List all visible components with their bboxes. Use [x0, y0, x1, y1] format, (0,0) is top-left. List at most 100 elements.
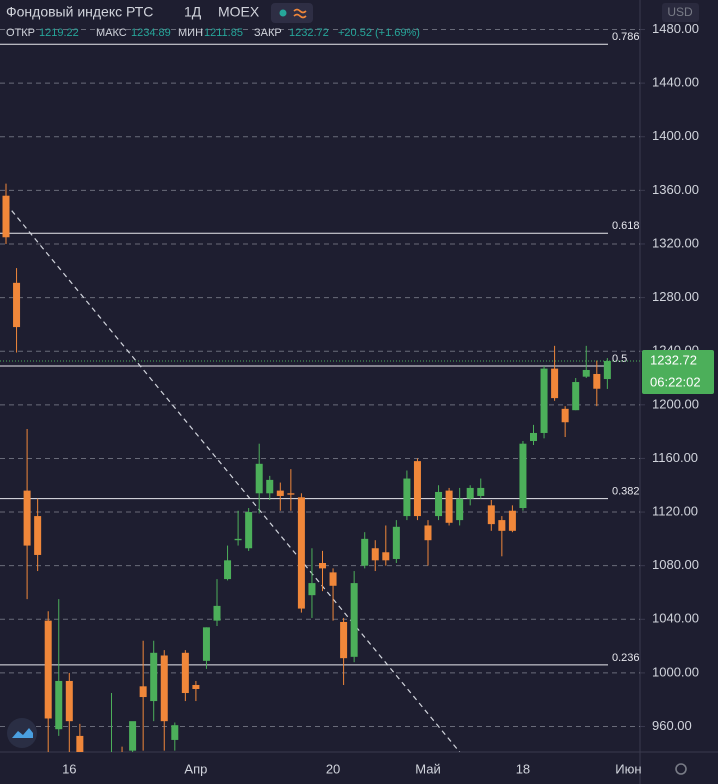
candle-body [44, 620, 52, 719]
y-tick-label: 1360.00 [652, 182, 699, 197]
candle-body [603, 360, 611, 380]
candle-body [23, 490, 31, 546]
candle-body [266, 479, 274, 494]
status-dot [279, 9, 287, 17]
candle-body [361, 538, 369, 566]
candle-body [498, 520, 506, 531]
open-label: ОТКР [6, 27, 35, 39]
y-tick-label: 1440.00 [652, 75, 699, 90]
candle-body [76, 735, 84, 752]
candle-body [403, 478, 411, 517]
low-label: МИН [178, 27, 203, 39]
candle-body [255, 463, 263, 494]
candle-body [34, 516, 42, 555]
interval: 1Д [184, 4, 202, 20]
candle-body [171, 725, 179, 740]
x-tick-label: Май [415, 761, 440, 776]
x-tick-label: 16 [62, 761, 76, 776]
candle-body [413, 461, 421, 517]
candle-body [202, 627, 210, 661]
delay-icon [293, 8, 307, 19]
x-tick-label: 20 [326, 761, 340, 776]
close-value: 1232.72 [289, 27, 329, 39]
candle-body [350, 583, 358, 657]
candle-body [487, 505, 495, 525]
candle-body [245, 512, 253, 549]
x-tick-label: 18 [516, 761, 530, 776]
candle-body [340, 621, 348, 659]
candle-body [55, 680, 63, 730]
candle-body [572, 382, 580, 411]
y-tick-label: 1400.00 [652, 128, 699, 143]
last-price-box [642, 349, 714, 394]
overlay: Фондовый индекс РТС 1Д MOEX USD ОТКР 121… [6, 3, 714, 776]
x-tick-label: Июн [615, 761, 641, 776]
candle-body [371, 548, 379, 561]
candle-body [382, 552, 390, 561]
candle-body [287, 493, 295, 495]
candle-body [150, 652, 158, 702]
y-tick-label: 1000.00 [652, 664, 699, 679]
candle-body [466, 487, 474, 499]
candle-body [582, 369, 590, 377]
candle-body [508, 510, 516, 531]
y-tick-label: 1160.00 [652, 450, 698, 465]
y-tick-label: 1040.00 [652, 611, 699, 626]
y-tick-label: 960.00 [652, 718, 692, 733]
candle-body [435, 491, 443, 517]
candle-body [181, 652, 189, 694]
candle-body [530, 432, 537, 442]
candle-body [213, 605, 221, 621]
candle-body [224, 560, 232, 580]
change: +20.52 (+1.69%) [338, 27, 420, 39]
candle-body [424, 525, 432, 541]
fib-label: 0.382 [612, 486, 640, 498]
currency: USD [667, 5, 693, 19]
candle-body [593, 373, 601, 389]
title: Фондовый индекс РТС [6, 4, 153, 20]
exchange: MOEX [218, 4, 260, 20]
status-badge[interactable] [271, 3, 313, 23]
high-label: МАКС [96, 27, 127, 39]
fib-label: 0.5 [612, 353, 627, 365]
candle-body [129, 721, 137, 751]
low-value: 1211.85 [204, 27, 243, 39]
candle-body [13, 282, 21, 328]
candle-body [540, 368, 548, 433]
y-tick-label: 1200.00 [652, 396, 699, 411]
candle-body [551, 368, 559, 399]
candle-body [561, 408, 569, 423]
last-price-label: 1232.72 [650, 352, 697, 367]
fib-label: 0.618 [612, 220, 640, 232]
candle-body [234, 538, 242, 541]
plot-area: 0.786 0.618 0.5 0.382 0.236 [0, 28, 640, 752]
currency-box[interactable] [662, 3, 699, 22]
x-tick-label: Апр [184, 761, 207, 776]
candle-body [160, 655, 168, 722]
logo[interactable] [7, 718, 37, 748]
candle-body [519, 443, 527, 509]
trendline [5, 203, 461, 752]
candle-body [308, 583, 316, 596]
open-value: 1219.22 [39, 27, 79, 39]
countdown: 06:22:02 [650, 374, 701, 389]
high-value: 1234.89 [131, 27, 171, 39]
y-tick-label: 1480.00 [652, 21, 699, 36]
candle-body [139, 686, 147, 698]
close-label: ЗАКР [254, 27, 282, 39]
candle-body [276, 490, 284, 496]
y-tick-label: 1320.00 [652, 235, 699, 250]
fib-label: 0.786 [612, 31, 640, 43]
candle-body [445, 490, 453, 523]
logo-mark [12, 728, 33, 738]
candle-body [2, 195, 10, 238]
settings-icon[interactable] [675, 763, 687, 775]
candle-body [297, 497, 305, 609]
candle-body [477, 487, 485, 496]
candle-body [65, 680, 73, 722]
candle-body [392, 526, 400, 559]
candle-body [319, 562, 326, 569]
candle-body [329, 572, 337, 586]
